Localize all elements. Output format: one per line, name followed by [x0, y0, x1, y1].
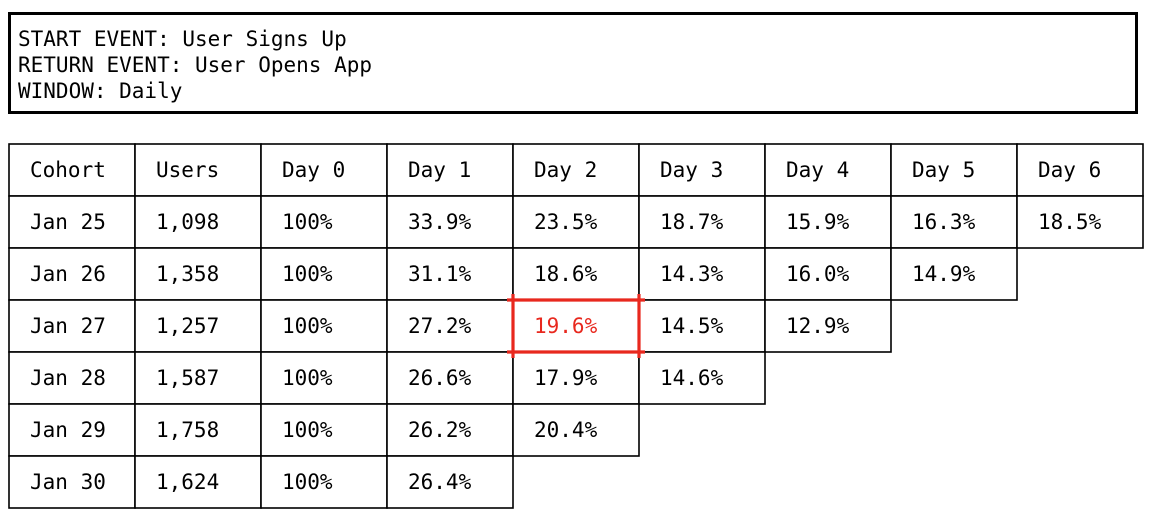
- table-cell: [260, 403, 388, 457]
- column-header: Day 6: [1038, 158, 1101, 182]
- column-header: Users: [156, 158, 219, 182]
- column-header: Day 2: [534, 158, 597, 182]
- cohort-label: Jan 27: [30, 314, 106, 338]
- table-cell: [260, 351, 388, 405]
- cohort-users: 1,358: [156, 262, 219, 286]
- table-cell: [638, 143, 766, 197]
- cohort-label: Jan 26: [30, 262, 106, 286]
- retention-value: 27.2%: [408, 314, 472, 338]
- table-cell: [260, 195, 388, 249]
- table-cell: [512, 403, 640, 457]
- start-event-label: START EVENT: User Signs Up: [18, 27, 347, 51]
- cohort-users: 1,624: [156, 470, 219, 494]
- retention-value: 23.5%: [534, 210, 598, 234]
- cohort-label: Jan 30: [30, 470, 106, 494]
- table-cell: [1016, 143, 1144, 197]
- retention-value: 31.1%: [408, 262, 472, 286]
- window-label: WINDOW: Daily: [18, 79, 183, 103]
- table-cell: [764, 247, 892, 301]
- table-cell: [260, 247, 388, 301]
- retention-value: 100%: [282, 366, 333, 390]
- cohort-users: 1,257: [156, 314, 219, 338]
- cohort-users: 1,098: [156, 210, 219, 234]
- retention-value: 100%: [282, 470, 333, 494]
- retention-value: 100%: [282, 314, 333, 338]
- table-cell: [260, 455, 388, 509]
- table-cell: [8, 455, 136, 509]
- table-cell: [638, 351, 766, 405]
- column-header: Day 0: [282, 158, 345, 182]
- column-header: Day 3: [660, 158, 723, 182]
- column-header: Day 1: [408, 158, 471, 182]
- retention-value: 18.7%: [660, 210, 724, 234]
- retention-value: 12.9%: [786, 314, 850, 338]
- table-cell: [638, 299, 766, 353]
- table-cell: [386, 455, 514, 509]
- retention-value: 14.9%: [912, 262, 976, 286]
- table-cell: [512, 351, 640, 405]
- retention-value: 14.6%: [660, 366, 724, 390]
- retention-value: 100%: [282, 210, 333, 234]
- cohort-label: Jan 25: [30, 210, 106, 234]
- table-cell: [512, 195, 640, 249]
- table-cell: [260, 299, 388, 353]
- retention-value: 20.4%: [534, 418, 598, 442]
- table-cell: [8, 403, 136, 457]
- cohort-users: 1,587: [156, 366, 219, 390]
- retention-value: 17.9%: [534, 366, 598, 390]
- event-config-box: START EVENT: User Signs Up RETURN EVENT:…: [8, 12, 1138, 114]
- table-cell: [764, 143, 892, 197]
- retention-value: 16.0%: [786, 262, 850, 286]
- cohort-label: Jan 29: [30, 418, 106, 442]
- column-header: Day 4: [786, 158, 849, 182]
- table-cell: [386, 143, 514, 197]
- table-cell: [512, 247, 640, 301]
- retention-value: 18.6%: [534, 262, 598, 286]
- table-cell: [134, 351, 262, 405]
- retention-value: 26.6%: [408, 366, 472, 390]
- retention-value: 26.2%: [408, 418, 472, 442]
- retention-value: 26.4%: [408, 470, 472, 494]
- highlight-frame: [507, 294, 645, 358]
- retention-value: 18.5%: [1038, 210, 1102, 234]
- retention-value: 15.9%: [786, 210, 850, 234]
- highlighted-retention-cell: 19.6%: [534, 314, 598, 338]
- table-cell: [1016, 195, 1144, 249]
- retention-value: 14.5%: [660, 314, 724, 338]
- cohort-label: Jan 28: [30, 366, 106, 390]
- retention-value: 33.9%: [408, 210, 472, 234]
- table-cell: [386, 299, 514, 353]
- table-cell: [890, 143, 1018, 197]
- retention-value: 100%: [282, 262, 333, 286]
- table-cell: [8, 195, 136, 249]
- table-cell: [134, 455, 262, 509]
- table-cell: [8, 299, 136, 353]
- cohort-users: 1,758: [156, 418, 219, 442]
- return-event-label: RETURN EVENT: User Opens App: [18, 53, 373, 77]
- column-header: Cohort: [30, 158, 106, 182]
- table-cell: [8, 351, 136, 405]
- table-cell: [764, 195, 892, 249]
- table-cell: [764, 299, 892, 353]
- retention-value: 16.3%: [912, 210, 976, 234]
- column-header: Day 5: [912, 158, 975, 182]
- retention-value: 100%: [282, 418, 333, 442]
- retention-value: 14.3%: [660, 262, 724, 286]
- table-cell: [890, 247, 1018, 301]
